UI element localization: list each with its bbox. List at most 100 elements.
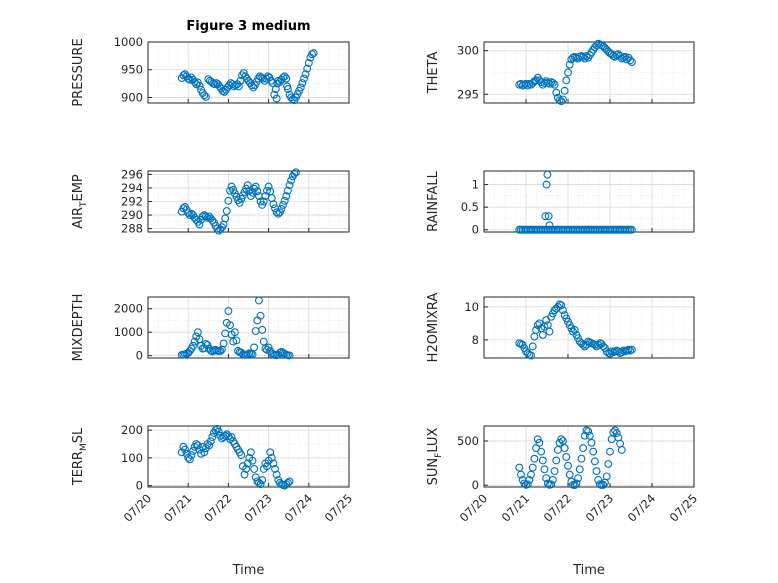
y-axis-label: SUNFLUX: [426, 428, 444, 486]
data-point: [309, 49, 318, 58]
y-tick-label: 0.5: [461, 200, 479, 214]
data-point: [216, 347, 225, 355]
data-point: [224, 307, 233, 316]
data-point: [550, 80, 559, 89]
subplot-h2omixra: 8 10 H2OMIXRA: [426, 293, 695, 362]
y-tick-label: 0: [136, 479, 143, 493]
data-point: [200, 448, 209, 457]
x-tick-label: 07/20: [121, 491, 154, 524]
y-tick-label: 296: [121, 167, 143, 181]
axes-frame: [483, 41, 695, 104]
data-point: [557, 97, 566, 106]
data-point: [195, 81, 204, 90]
data-point: [559, 437, 567, 445]
x-axis-label: Time: [232, 563, 265, 578]
data-point: [545, 327, 554, 336]
data-point: [545, 221, 554, 230]
data-point: [570, 326, 579, 334]
y-tick-label: 290: [121, 208, 143, 222]
data-point: [201, 92, 210, 101]
data-point: [221, 214, 230, 223]
data-point: [560, 86, 569, 95]
y-tick-label: 500: [457, 434, 479, 448]
data-point: [577, 454, 586, 463]
data-point: [256, 311, 265, 320]
data-point: [523, 480, 532, 489]
data-point: [544, 212, 553, 221]
data-point: [574, 474, 583, 483]
y-axis-label: TERRMSL: [71, 427, 89, 486]
data-point: [627, 58, 636, 66]
data-point: [557, 301, 566, 310]
data-point: [559, 95, 567, 104]
data-point: [259, 197, 268, 206]
x-tick-label: 07/23: [583, 491, 616, 524]
data-point: [222, 207, 231, 215]
subplot-sunflux: 0 500 07/20 07/21 07/22 07/23 07/24 07/25 SUNFLU…: [426, 425, 700, 578]
x-axis-label: Time: [572, 563, 605, 578]
data-point: [190, 77, 199, 86]
data-point: [606, 447, 614, 456]
data-point: [528, 463, 537, 472]
data-point: [532, 326, 541, 334]
y-tick-label: 10: [464, 300, 479, 314]
x-tick-label: 07/25: [667, 491, 700, 524]
data-point: [585, 431, 594, 440]
y-axis-label: PRESSURE: [71, 38, 86, 106]
data-point: [538, 330, 547, 339]
y-tick-label: 100: [121, 451, 143, 465]
data-point: [201, 212, 210, 221]
data-point: [541, 212, 550, 221]
x-tick-label: 07/22: [201, 491, 234, 524]
data-point: [517, 470, 525, 479]
data-point: [250, 465, 259, 473]
y-tick-label: 1000: [114, 35, 143, 49]
x-tick-label: 07/20: [457, 491, 490, 524]
data-point: [590, 457, 599, 466]
data-point: [547, 480, 556, 489]
data-point: [301, 70, 310, 79]
data-point: [617, 445, 626, 454]
data-point: [579, 444, 588, 453]
data-point: [304, 59, 313, 68]
data-point: [612, 429, 621, 438]
data-point: [195, 220, 204, 229]
data-point: [543, 170, 552, 179]
data-point: [258, 476, 267, 485]
data-point: [272, 94, 281, 103]
data-point: [264, 182, 273, 191]
data-point: [208, 433, 217, 442]
data-point: [189, 341, 197, 350]
data-point: [246, 448, 255, 457]
data-point: [525, 475, 534, 484]
data-point: [572, 479, 581, 488]
data-point: [592, 467, 601, 476]
y-tick-label: 0: [472, 478, 479, 492]
data-point: [575, 465, 584, 474]
data-point: [303, 64, 312, 73]
subplot-mixdepth: 0 1000 2000 MIXDEPTH: [71, 294, 350, 363]
data-point: [538, 456, 547, 465]
data-point: [287, 176, 296, 185]
x-tick-label: 07/25: [322, 491, 355, 524]
data-point: [263, 462, 271, 471]
data-point: [527, 351, 535, 360]
data-point: [219, 339, 228, 348]
data-point: [587, 438, 596, 447]
data-point: [193, 328, 202, 337]
y-tick-label: 950: [121, 63, 143, 77]
data-point: [283, 85, 292, 94]
data-point: [227, 433, 236, 442]
x-tick-label: 07/23: [241, 491, 274, 524]
data-point: [296, 83, 305, 92]
data-point: [548, 475, 557, 484]
data-point: [280, 72, 289, 81]
data-point: [565, 470, 574, 479]
data-point: [283, 478, 292, 487]
data-point: [282, 74, 291, 83]
data-point: [550, 467, 559, 476]
data-point: [290, 169, 299, 178]
data-point: [285, 351, 294, 360]
axes-frame: [147, 425, 350, 488]
